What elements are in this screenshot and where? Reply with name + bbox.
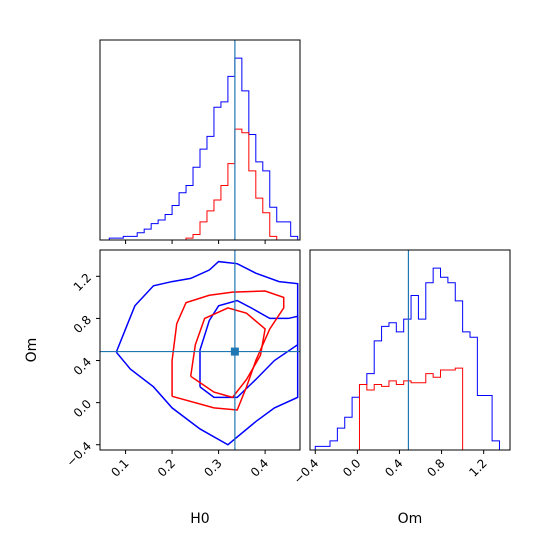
h0-x-tick-label-2: 0.3 xyxy=(201,456,224,479)
h0-x-tick-label-3: 0.4 xyxy=(248,456,271,479)
om-y-tick-label-4: 1.2 xyxy=(71,271,94,294)
om-x-tick-label-1: 0.0 xyxy=(340,456,363,479)
om-x-tick-label-3: 0.8 xyxy=(424,456,447,479)
om-marginal-panel: −0.4 0.0 0.4 0.8 1.2 xyxy=(291,249,511,487)
om-y-tick-label-3: 0.8 xyxy=(71,313,94,336)
om-y-tick-label-2: 0.4 xyxy=(71,355,94,378)
contour-series-0-level-0 xyxy=(115,260,299,446)
h0-hist-series-0 xyxy=(102,57,299,241)
om-hist-frame xyxy=(309,249,511,451)
contour-frame xyxy=(99,249,301,451)
h0-marginal-panel xyxy=(99,39,301,244)
contour-area xyxy=(115,260,299,446)
h0-hist-series-1 xyxy=(102,128,298,241)
h0-hist-frame xyxy=(99,39,301,241)
y-axis-label-om: Om xyxy=(24,338,40,363)
h0-x-tick-label-1: 0.2 xyxy=(155,456,178,479)
om-x-tick-label-2: 0.4 xyxy=(382,456,405,479)
om-x-tick-label-0: −0.4 xyxy=(291,456,322,487)
om-hist-series-0 xyxy=(314,267,500,450)
om-y-tick-label-0: −0.4 xyxy=(64,439,95,470)
om-hist-series-1 xyxy=(315,367,500,451)
h0-x-tick-label-0: 0.1 xyxy=(108,456,131,479)
truth-marker xyxy=(230,347,239,356)
x-axis-label-h0: H0 xyxy=(190,511,209,527)
contour-series-1-level-1 xyxy=(189,307,266,399)
contour-series-1-level-0 xyxy=(171,290,285,411)
x-axis-label-om: Om xyxy=(398,511,423,527)
om-x-tick-label-4: 1.2 xyxy=(466,456,489,479)
om-y-tick-label-1: 0.0 xyxy=(71,397,94,420)
h0-om-contour-panel: 0.1 0.2 0.3 0.4 −0.4 0.0 0.4 0.8 1.2 xyxy=(64,249,301,480)
